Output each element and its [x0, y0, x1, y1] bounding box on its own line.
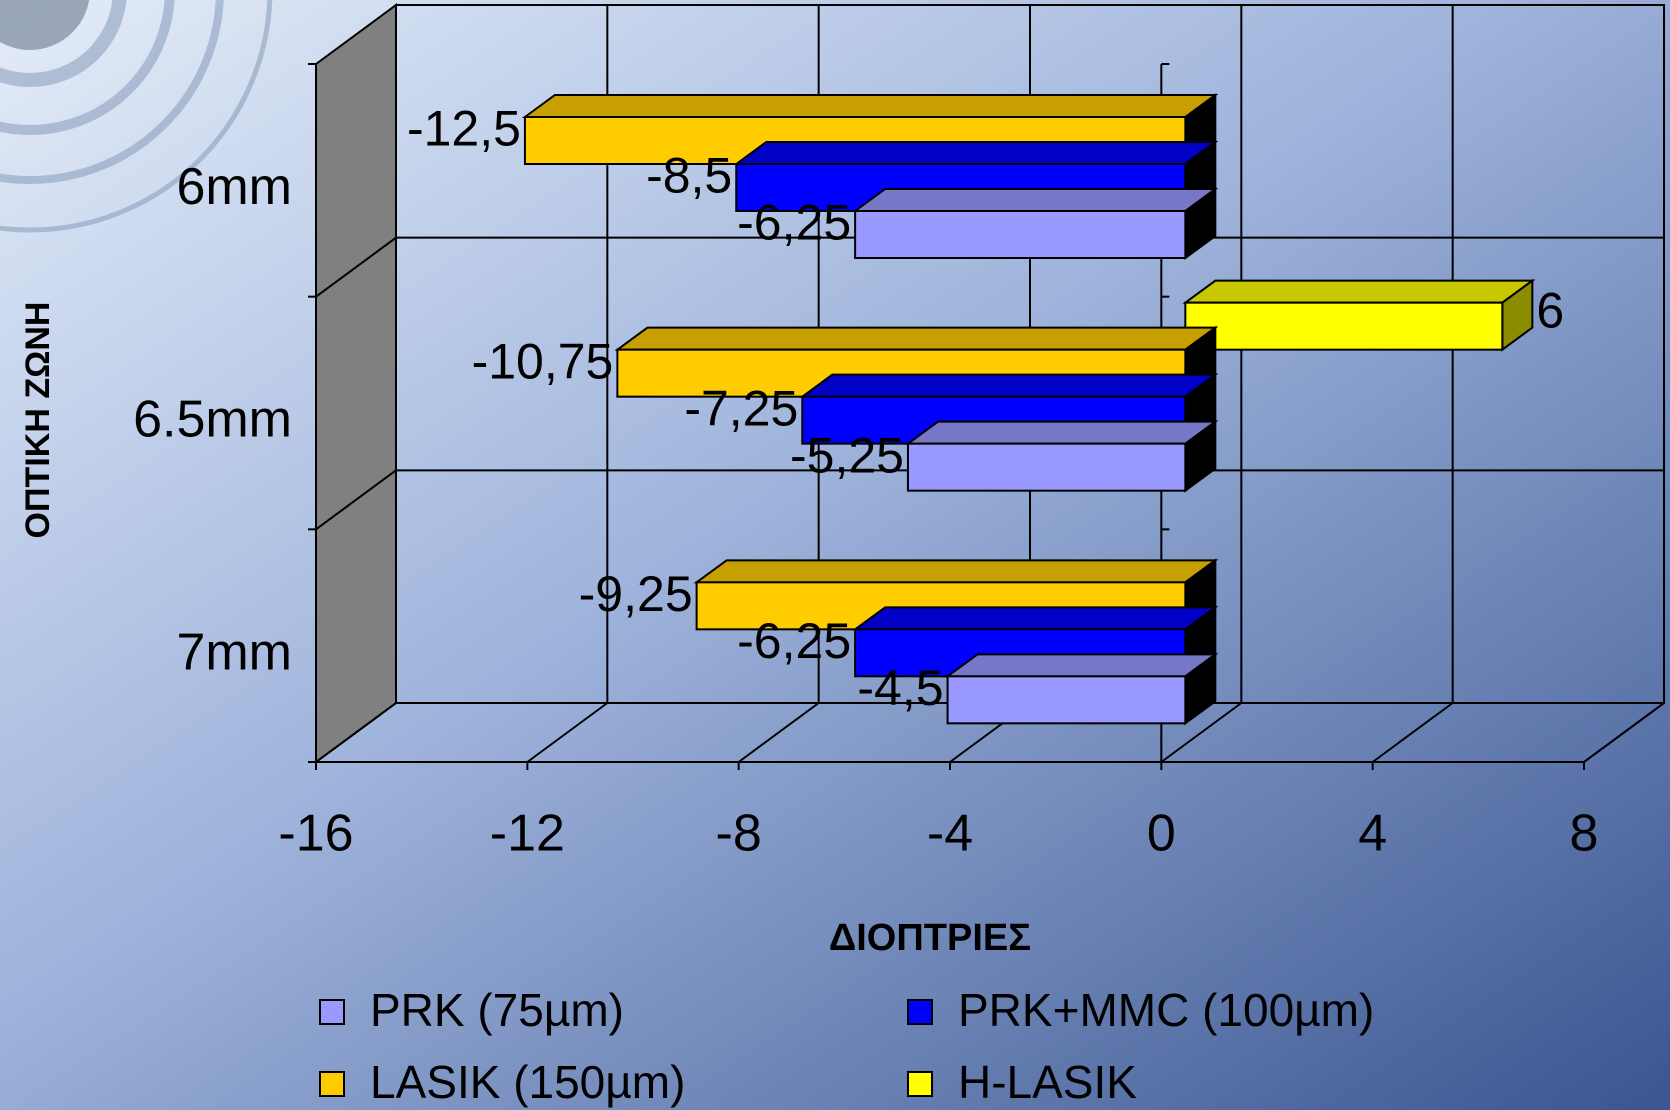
bar [906, 442, 1187, 492]
bar-group [852, 187, 1219, 260]
bar [854, 210, 1187, 259]
legend-swatch [907, 999, 933, 1025]
y-axis-title: ΟΠΤΙΚΗ ΖΩΝΗ [19, 302, 57, 539]
bar-top [904, 420, 1219, 445]
x-tick-label: 0 [1147, 805, 1176, 863]
legend-label: PRK (75µm) [370, 984, 624, 1036]
bar-top [614, 326, 1219, 351]
legend-swatch [907, 1071, 933, 1097]
legend-label: PRK+MMC (100µm) [958, 984, 1374, 1036]
x-tick-label: -8 [716, 805, 762, 863]
value-label: -9,25 [579, 566, 693, 622]
side-wall [315, 3, 397, 764]
x-tick-label: -12 [490, 805, 565, 863]
x-tick-label: 4 [1358, 805, 1387, 863]
bar-group [1182, 278, 1536, 352]
floor-edge [1583, 702, 1665, 763]
value-label: -4,5 [857, 660, 943, 716]
bar-group [904, 419, 1219, 493]
bar-top [521, 94, 1219, 118]
bar-top [1182, 279, 1536, 304]
grid-line [315, 236, 397, 298]
decoration [0, 0, 273, 233]
x-tick-label: -4 [927, 805, 973, 863]
decoration [0, 0, 90, 50]
legend-swatch [319, 999, 345, 1025]
y-tick-label: 7mm [176, 623, 292, 681]
bar-top [799, 373, 1219, 398]
value-label: -7,25 [684, 380, 798, 436]
bar [946, 675, 1187, 725]
bar-top [693, 559, 1219, 584]
floor-line [738, 702, 820, 763]
y-tick-label: 6.5mm [133, 391, 292, 449]
legend-label: LASIK (150µm) [370, 1056, 685, 1108]
value-label: -6,25 [737, 613, 851, 669]
value-label: -12,5 [407, 101, 521, 157]
value-label: -5,25 [790, 427, 904, 483]
bar [1184, 301, 1504, 351]
value-label: -8,5 [646, 148, 732, 204]
x-tick-label: 8 [1570, 805, 1599, 863]
floor-line [1160, 702, 1242, 763]
value-label: -6,25 [737, 195, 851, 251]
grid-line [315, 469, 397, 531]
bar-top [852, 606, 1219, 631]
x-axis-title: ΔΙΟΠΤΡΙΕΣ [829, 917, 1031, 959]
value-label: -10,75 [472, 333, 614, 389]
legend-label: H-LASIK [958, 1056, 1137, 1108]
y-tick-label: 6mm [176, 158, 292, 216]
bar-top [733, 141, 1219, 165]
floor-line [315, 702, 397, 763]
x-tick-label: -16 [278, 805, 353, 863]
floor-line [1372, 702, 1454, 763]
bar-top [852, 188, 1219, 212]
bar-group [944, 652, 1219, 726]
floor-line [526, 702, 608, 763]
legend-swatch [319, 1071, 345, 1097]
value-label: 6 [1536, 282, 1564, 338]
bar-top [944, 653, 1219, 678]
